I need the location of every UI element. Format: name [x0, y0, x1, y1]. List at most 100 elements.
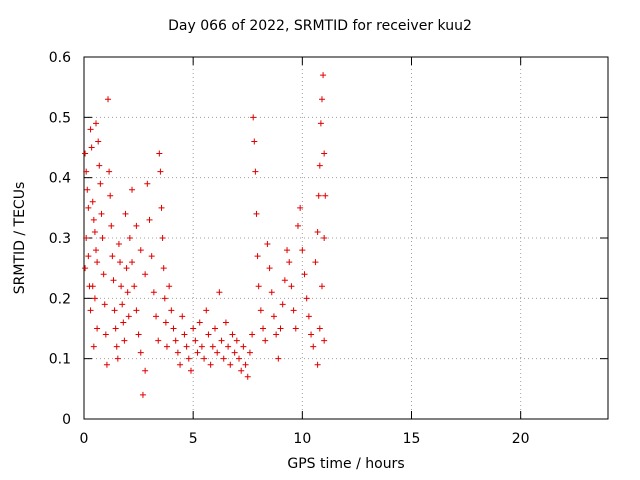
data-point	[190, 325, 197, 332]
chart-title: Day 066 of 2022, SRMTID for receiver kuu…	[168, 18, 472, 34]
data-point	[292, 325, 299, 332]
data-point	[266, 265, 273, 272]
data-point	[91, 295, 98, 302]
data-point	[142, 271, 149, 278]
data-point	[209, 343, 216, 350]
data-point	[185, 355, 192, 362]
data-point	[249, 331, 256, 338]
data-point	[119, 301, 126, 308]
data-point	[314, 361, 321, 368]
data-point	[177, 361, 184, 368]
data-point	[312, 259, 319, 266]
data-point	[83, 168, 90, 175]
data-point	[146, 216, 153, 223]
data-point	[161, 295, 168, 302]
data-point	[91, 228, 98, 235]
data-point	[253, 210, 260, 217]
data-point	[303, 295, 310, 302]
x-tick-label: 5	[189, 431, 198, 447]
data-point	[87, 307, 94, 314]
data-point	[214, 349, 221, 356]
data-point	[183, 343, 190, 350]
data-point	[120, 319, 127, 326]
data-point	[246, 349, 253, 356]
data-point	[317, 120, 324, 127]
data-point	[162, 319, 169, 326]
data-point	[279, 301, 286, 308]
data-point	[111, 307, 118, 314]
data-point	[157, 168, 164, 175]
data-point	[137, 247, 144, 254]
data-point	[286, 259, 293, 266]
data-point	[196, 319, 203, 326]
data-point	[318, 283, 325, 290]
data-point	[264, 241, 271, 248]
data-point	[123, 265, 130, 272]
data-point	[89, 283, 96, 290]
data-point	[251, 138, 258, 145]
data-point	[129, 259, 136, 266]
y-tick-label: 0.3	[49, 231, 71, 247]
y-tick-label: 0.2	[49, 291, 71, 307]
data-point	[301, 271, 308, 278]
data-point	[288, 283, 295, 290]
data-point	[125, 313, 132, 320]
y-tick-label: 0.4	[49, 171, 71, 187]
data-point	[322, 192, 329, 199]
data-point	[294, 222, 301, 229]
data-point	[93, 247, 100, 254]
data-point	[310, 343, 317, 350]
data-point	[95, 138, 102, 145]
data-point	[270, 313, 277, 320]
data-point	[255, 283, 262, 290]
data-point	[97, 180, 104, 187]
data-point	[168, 307, 175, 314]
data-point	[316, 162, 323, 169]
data-point	[137, 349, 144, 356]
data-point	[181, 331, 188, 338]
data-point	[96, 162, 103, 169]
x-tick-label: 10	[293, 431, 311, 447]
data-point	[179, 313, 186, 320]
y-axis-label: SRMTID / TECUs	[12, 181, 28, 295]
data-point	[99, 235, 106, 241]
data-point	[222, 319, 229, 326]
data-point	[87, 126, 94, 133]
data-point	[159, 235, 166, 241]
data-point	[174, 349, 181, 356]
data-point	[252, 168, 259, 175]
data-point	[257, 307, 264, 314]
data-point	[122, 210, 129, 217]
y-tick-label: 0.5	[49, 110, 71, 126]
data-point	[198, 343, 205, 350]
data-point	[90, 343, 97, 350]
data-point	[187, 367, 194, 374]
data-point	[236, 355, 243, 362]
data-point	[82, 265, 89, 272]
grid-lines	[84, 57, 608, 419]
data-point	[160, 265, 167, 272]
data-point	[166, 283, 173, 290]
data-point	[318, 96, 325, 103]
data-point	[216, 289, 223, 296]
data-point	[105, 96, 112, 103]
data-point	[297, 204, 304, 211]
data-point	[225, 343, 232, 350]
data-point	[305, 313, 312, 320]
data-point	[106, 168, 113, 175]
data-point	[242, 361, 249, 368]
data-point	[133, 222, 140, 229]
data-point	[98, 210, 105, 217]
x-tick-label: 20	[512, 431, 530, 447]
data-point	[89, 198, 96, 205]
data-point	[108, 222, 115, 229]
x-axis-label: GPS time / hours	[287, 456, 405, 472]
data-point	[103, 361, 110, 368]
data-point	[220, 355, 227, 362]
data-point	[233, 337, 240, 344]
data-point	[129, 186, 136, 193]
data-point	[101, 301, 108, 308]
data-point	[124, 289, 131, 296]
data-point	[109, 253, 116, 260]
